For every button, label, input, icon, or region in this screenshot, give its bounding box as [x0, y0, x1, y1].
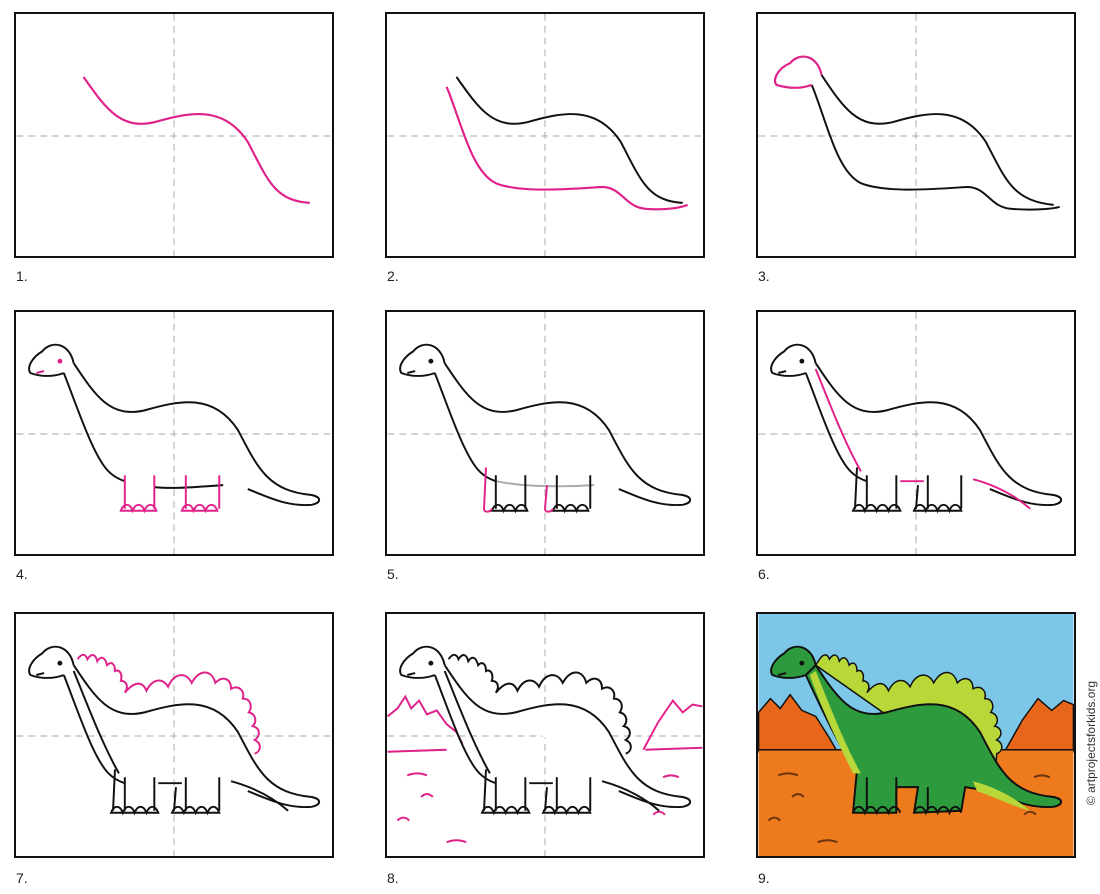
step-2-drawing	[387, 14, 703, 256]
eye	[799, 660, 805, 666]
step-1-drawing	[16, 14, 332, 256]
step-3-drawing	[758, 14, 1074, 256]
copyright-credit: © artprojectsforkids.org	[1084, 612, 1098, 874]
step-1-panel	[14, 12, 334, 258]
step-9-colored-drawing	[758, 614, 1074, 856]
step-5-drawing	[387, 312, 703, 554]
step-number: 6.	[758, 566, 770, 582]
step-number: 4.	[16, 566, 28, 582]
step-number: 1.	[16, 268, 28, 284]
step-number: 2.	[387, 268, 399, 284]
step-9-panel	[756, 612, 1076, 858]
eye-dot	[57, 358, 63, 364]
dinosaur-head	[770, 645, 817, 679]
background-landscape	[387, 694, 703, 844]
step-number: 8.	[387, 870, 399, 886]
back-legs	[483, 467, 554, 513]
step-number: 5.	[387, 566, 399, 582]
ground-marks	[767, 772, 1051, 844]
back-curve-line	[82, 76, 310, 204]
step-6-drawing	[758, 312, 1074, 554]
step-4-panel	[14, 310, 334, 556]
mouth-line	[36, 370, 45, 374]
step-5-panel	[385, 310, 705, 556]
step-8-panel	[385, 612, 705, 858]
neck-stripe	[809, 671, 861, 774]
legs-with-toes	[119, 475, 221, 514]
step-6-panel	[756, 310, 1076, 556]
tail-stripe	[973, 781, 1031, 811]
step-8-drawing	[387, 614, 703, 856]
copyright-text: © artprojectsforkids.org	[1084, 680, 1098, 806]
head-outline	[774, 55, 823, 89]
step-3-panel	[756, 12, 1076, 258]
step-number: 9.	[758, 870, 770, 886]
belly-line	[445, 86, 689, 211]
neck-and-tail-stripes	[814, 368, 1031, 510]
back-spikes	[76, 653, 261, 755]
step-number: 7.	[16, 870, 28, 886]
step-4-drawing	[16, 312, 332, 554]
step-7-panel	[14, 612, 334, 858]
step-7-drawing	[16, 614, 332, 856]
step-number: 3.	[758, 268, 770, 284]
back-line	[455, 76, 683, 204]
step-2-panel	[385, 12, 705, 258]
right-mountains	[1003, 697, 1074, 753]
